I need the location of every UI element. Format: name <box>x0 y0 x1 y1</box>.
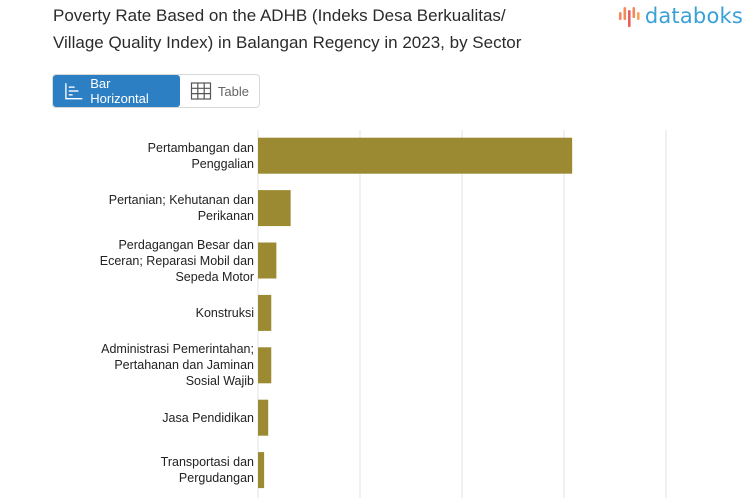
table-grid-icon <box>190 82 212 100</box>
bar[interactable] <box>258 242 277 279</box>
bar-horizontal-tab[interactable]: Bar Horizontal <box>53 75 180 107</box>
chart-title: Poverty Rate Based on the ADHB (Indeks D… <box>53 2 613 56</box>
category-label: Konstruksi <box>196 305 254 321</box>
table-tab[interactable]: Table <box>180 75 259 107</box>
bar[interactable] <box>258 347 272 384</box>
category-label: Jasa Pendidikan <box>162 410 254 426</box>
chart-title-line: Poverty Rate Based on the ADHB (Indeks D… <box>53 6 506 25</box>
logo-text: databoks <box>644 4 743 28</box>
databoks-bars-icon <box>618 7 640 27</box>
chart-title-line: Village Quality Index) in Balangan Regen… <box>53 33 522 52</box>
category-label: Perdagangan Besar dan Eceran; Reparasi Mo… <box>100 237 254 285</box>
category-label-line: Jasa Pendidikan <box>162 410 254 425</box>
category-label-line: Sosial Wajib <box>185 374 254 389</box>
category-label-line: Pergudangan <box>178 471 254 486</box>
category-label-line: Penggalian <box>191 156 254 171</box>
category-label-line: Eceran; Reparasi Mobil dan <box>99 253 254 268</box>
category-label-line: Pertanian; Kehutanan dan <box>108 193 254 208</box>
category-label-line: Transportasi dan <box>160 455 254 470</box>
bar-horizontal-icon <box>65 83 83 100</box>
category-label: Pertambangan dan Penggalian <box>148 140 254 172</box>
category-label-line: Sepeda Motor <box>175 269 254 284</box>
bar[interactable] <box>258 190 291 227</box>
category-label: Transportasi dan Pergudangan <box>161 454 254 486</box>
bar-horizontal-label: Bar Horizontal <box>90 76 149 106</box>
bar[interactable] <box>258 294 272 331</box>
bar[interactable] <box>258 452 265 489</box>
category-label-line: Pertahanan dan Jaminan <box>114 358 254 373</box>
category-label-line: Konstruksi <box>195 305 254 320</box>
category-label-line: Pertambangan dan <box>147 140 254 155</box>
category-label-line: Perdagangan Besar dan <box>118 237 254 252</box>
category-label: Administrasi Pemerintahan; Pertahanan dan… <box>101 341 254 389</box>
bar[interactable] <box>258 137 573 174</box>
bar[interactable] <box>258 399 269 436</box>
view-toggle: Bar Horizontal Table <box>52 74 260 108</box>
category-label-line: Perikanan <box>197 209 254 224</box>
category-label-line: Administrasi Pemerintahan; <box>101 342 254 357</box>
category-label: Pertanian; Kehutanan dan Perikanan <box>109 192 254 224</box>
table-label: Table <box>217 83 249 99</box>
bars <box>258 137 573 489</box>
databoks-logo[interactable]: databoks <box>618 3 743 29</box>
gridlines <box>257 130 667 498</box>
